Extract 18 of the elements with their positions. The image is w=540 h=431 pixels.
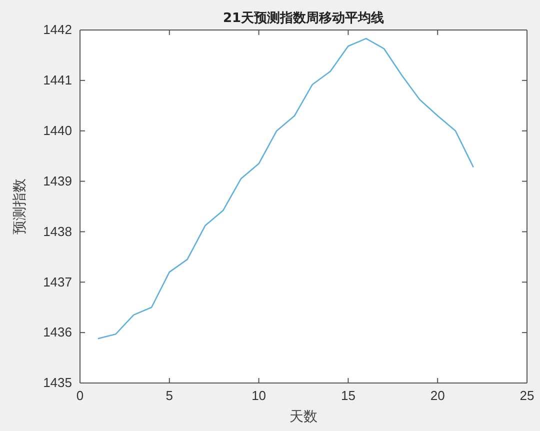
y-tick-label: 1442: [43, 22, 72, 38]
x-tick-label: 10: [252, 388, 266, 404]
y-tick-label: 1439: [43, 173, 72, 188]
x-tick-label: 25: [520, 388, 534, 404]
x-tick-label: 15: [340, 388, 356, 404]
x-axis-title: 天数: [290, 409, 318, 425]
y-tick-label: 1437: [43, 274, 72, 290]
x-tick-label: 5: [166, 388, 174, 404]
x-tick-label: 20: [430, 388, 445, 404]
x-tick-label: 0: [76, 388, 84, 404]
chart-title: 21天预测指数周移动平均线: [222, 11, 384, 26]
y-axis-title: 预测指数: [12, 178, 28, 234]
y-tick-label: 1441: [43, 72, 72, 88]
y-tick-label: 1436: [43, 324, 72, 340]
y-tick-label: 1440: [43, 123, 72, 138]
line-series: [97, 38, 474, 340]
y-tick-label: 1438: [43, 224, 72, 239]
y-tick-label: 1435: [43, 375, 72, 390]
